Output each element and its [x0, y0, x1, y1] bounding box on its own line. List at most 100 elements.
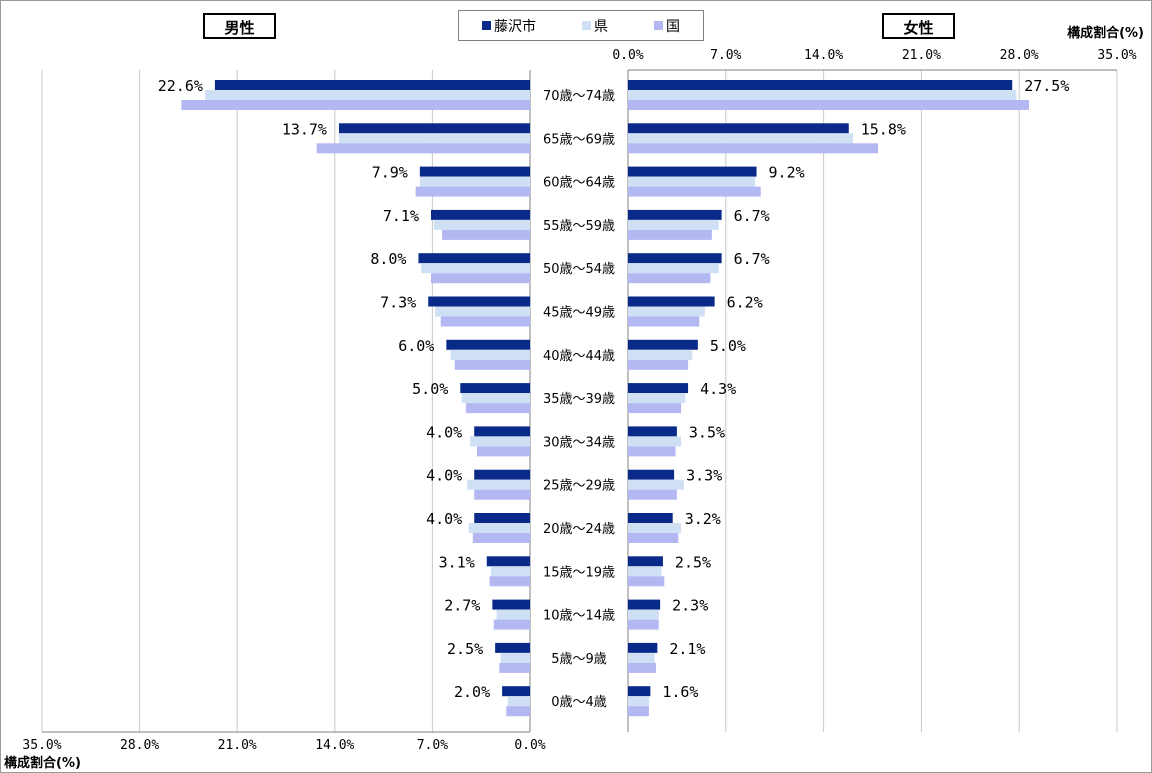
- female-bar: [628, 619, 659, 630]
- female-axis-title: 構成割合(%): [1067, 26, 1144, 41]
- age-category-label: 20歳～24歳: [543, 522, 615, 537]
- male-bar: [419, 176, 530, 187]
- male-bar: [474, 489, 530, 500]
- female-bar: [628, 306, 705, 317]
- male-bar: [421, 263, 530, 274]
- female-bar: [628, 359, 689, 370]
- female-bar: [628, 533, 679, 543]
- female-bar: [628, 662, 656, 673]
- age-category-label: 60歳～64歳: [543, 176, 615, 191]
- male-bar: [419, 166, 530, 177]
- male-data-label: 7.1%: [383, 207, 419, 225]
- male-bar: [474, 469, 530, 480]
- female-tick-label: 35.0%: [1097, 48, 1136, 63]
- female-data-label: 3.2%: [685, 510, 721, 528]
- male-bar: [442, 229, 530, 240]
- male-bar: [470, 436, 530, 447]
- male-bar: [338, 123, 530, 134]
- male-bar: [465, 403, 530, 414]
- age-category-label: 10歳～14歳: [543, 609, 615, 624]
- female-bar: [628, 686, 651, 697]
- female-bar: [628, 229, 712, 240]
- male-data-label: 2.0%: [454, 683, 490, 701]
- male-bar: [433, 219, 530, 230]
- female-bar: [628, 436, 682, 447]
- male-bar: [502, 686, 530, 697]
- female-bar: [628, 253, 722, 264]
- female-bar: [628, 166, 757, 177]
- female-data-label: 5.0%: [710, 337, 746, 355]
- female-bar: [628, 143, 879, 154]
- male-bar: [181, 100, 530, 110]
- female-bar: [628, 123, 849, 134]
- female-data-label: 27.5%: [1024, 77, 1069, 95]
- legend-item-country: 国: [654, 16, 680, 36]
- age-category-label: 30歳～34歳: [543, 435, 615, 450]
- male-tick-label: 7.0%: [417, 738, 448, 753]
- male-bar: [454, 359, 530, 370]
- female-data-label: 6.7%: [734, 207, 770, 225]
- female-tick-label: 14.0%: [804, 48, 843, 63]
- male-bar: [450, 349, 530, 360]
- male-bar: [493, 619, 530, 630]
- female-bar: [628, 479, 684, 490]
- age-category-label: 15歳～19歳: [543, 565, 615, 580]
- female-bar: [628, 209, 722, 220]
- male-bar: [477, 446, 530, 457]
- male-bar: [428, 296, 530, 307]
- legend-swatch: [654, 21, 663, 30]
- male-data-label: 4.0%: [426, 467, 462, 485]
- male-bar: [431, 209, 530, 220]
- male-data-label: 6.0%: [398, 337, 434, 355]
- male-bar: [474, 513, 530, 523]
- female-data-label: 6.2%: [727, 294, 763, 312]
- age-category-label: 50歳～54歳: [543, 262, 615, 277]
- male-data-label: 7.9%: [372, 164, 408, 182]
- male-data-label: 13.7%: [282, 120, 327, 138]
- female-bar: [628, 566, 662, 577]
- male-bar: [338, 133, 530, 144]
- male-axis-title: 構成割合(%): [4, 756, 81, 771]
- male-bar: [418, 253, 530, 264]
- male-bar: [460, 383, 530, 394]
- age-category-label: 0歳～4歳: [551, 695, 607, 710]
- male-bar: [495, 642, 530, 653]
- age-category-label: 5歳～9歳: [551, 652, 607, 667]
- age-category-label: 55歳～59歳: [543, 219, 615, 234]
- female-bar: [628, 219, 719, 230]
- female-bar: [628, 599, 661, 610]
- female-bar: [628, 176, 756, 187]
- male-bar: [214, 80, 531, 90]
- female-bar: [628, 696, 649, 707]
- female-bar: [628, 652, 655, 663]
- legend-label: 藤沢市: [494, 18, 536, 35]
- male-bar: [486, 556, 530, 567]
- male-panel-label: 男性: [203, 13, 276, 39]
- female-tick-label: 28.0%: [1000, 48, 1039, 63]
- male-bar: [468, 523, 530, 533]
- female-bar: [628, 133, 853, 144]
- male-tick-label: 21.0%: [218, 738, 257, 753]
- female-data-label: 1.6%: [662, 683, 698, 701]
- female-bar: [628, 316, 700, 327]
- female-bar: [628, 576, 665, 587]
- male-bar: [440, 316, 530, 327]
- male-data-label: 7.3%: [380, 294, 416, 312]
- female-bar: [628, 100, 1029, 110]
- male-data-label: 4.0%: [426, 510, 462, 528]
- age-category-label: 40歳～44歳: [543, 349, 615, 364]
- male-data-label: 2.7%: [444, 597, 480, 615]
- male-tick-label: 28.0%: [120, 738, 159, 753]
- male-bar: [435, 306, 530, 317]
- female-data-label: 6.7%: [734, 250, 770, 268]
- male-bar: [316, 143, 530, 154]
- female-data-label: 3.5%: [689, 423, 725, 441]
- male-bar: [490, 566, 530, 577]
- male-data-label: 8.0%: [370, 250, 406, 268]
- male-data-label: 5.0%: [412, 380, 448, 398]
- age-category-label: 45歳～49歳: [543, 306, 615, 321]
- male-bar: [500, 652, 530, 663]
- male-bar: [489, 576, 530, 587]
